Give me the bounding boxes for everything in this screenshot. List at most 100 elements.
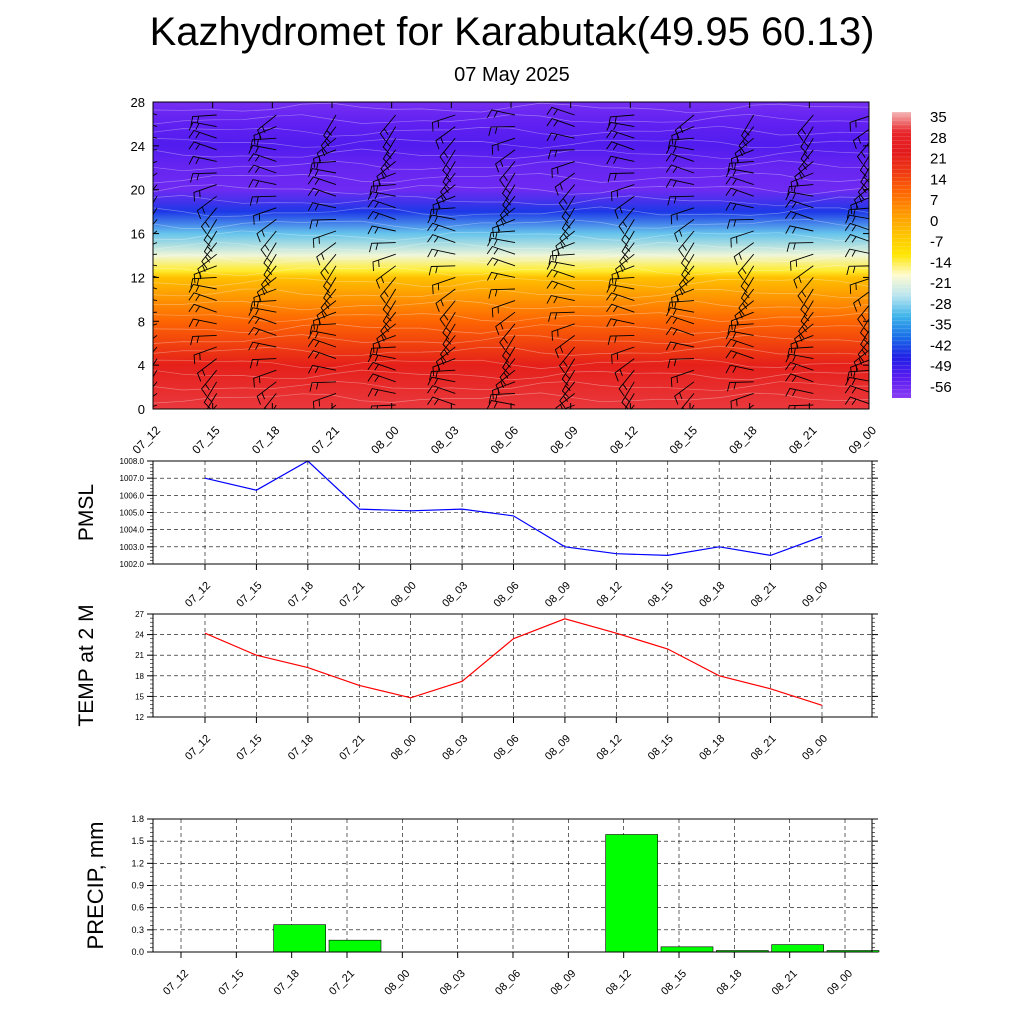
heatmap-x-tick-label: 08_00 (368, 423, 402, 457)
wind-barb (562, 404, 575, 409)
wind-barb (307, 350, 337, 360)
wind-barb (725, 364, 754, 374)
wind-barb (197, 253, 217, 278)
wind-barb (790, 253, 814, 271)
wind-barb (190, 276, 217, 288)
wind-barb (797, 114, 814, 142)
isotherm-line (153, 184, 869, 195)
wind-barb (486, 245, 516, 255)
x-tick-label: 08_09 (548, 968, 578, 998)
wind-barb (253, 207, 277, 225)
wind-barb (309, 381, 337, 392)
wind-barb (375, 265, 396, 289)
wind-barb (846, 370, 869, 381)
wind-barb (188, 129, 217, 139)
wind-barb (726, 218, 754, 229)
isotherm-line (153, 392, 869, 404)
wind-barb (734, 300, 754, 325)
x-tick-label: 08_15 (646, 733, 676, 763)
wind-barb (665, 164, 695, 174)
wind-barb (727, 381, 754, 392)
wind-barb (200, 207, 218, 234)
wind-barb (382, 288, 397, 317)
y-tick-label: 0.9 (131, 881, 144, 891)
wind-barb (263, 253, 277, 282)
wind-barb (611, 346, 635, 364)
wind-barb (429, 369, 456, 381)
heatmap-x-tick-label: 08_06 (488, 423, 522, 457)
wind-barb (487, 237, 516, 247)
wind-barb (665, 315, 695, 325)
x-tick-label: 08_06 (492, 580, 522, 610)
wind-barb (439, 335, 456, 362)
wind-barb (857, 339, 869, 362)
wind-barb (785, 353, 814, 363)
y-tick-label: 0.6 (131, 903, 144, 913)
wind-barb (502, 184, 516, 213)
wind-barb (606, 303, 635, 313)
wind-barb (188, 155, 217, 165)
wind-barb (844, 385, 869, 394)
wind-barb (367, 191, 396, 201)
wind-barb (491, 137, 516, 155)
wind-barb (263, 242, 277, 271)
wind-barb (665, 341, 695, 351)
wind-barb (248, 307, 277, 316)
y-tick-label: 1006.0 (120, 491, 145, 500)
wind-barb (561, 358, 576, 387)
heatmap-x-tick-label: 07_21 (309, 423, 343, 457)
wind-barb (787, 346, 814, 358)
x-tick-label: 08_00 (389, 733, 419, 763)
heatmap-x-tick-label: 07_18 (249, 423, 283, 457)
wind-barb (367, 225, 396, 235)
x-tick-label: 08_21 (770, 968, 800, 998)
wind-barb (547, 149, 575, 160)
wind-barb (846, 265, 869, 276)
wind-barb (201, 369, 218, 397)
wind-barb (380, 311, 397, 339)
wind-barb (678, 265, 695, 293)
wind-barb (427, 396, 456, 406)
heatmap-y-tick-label: 24 (131, 139, 145, 154)
wind-barb (307, 330, 337, 340)
colorbar-label: 0 (930, 213, 938, 230)
wind-barb (845, 214, 869, 224)
y-tick-label: 1002.0 (120, 560, 145, 569)
wind-barb (248, 164, 277, 174)
wind-barb (849, 115, 869, 132)
wind-barb (559, 381, 576, 409)
pmsl-panel: 1002.0 1003.0 1004.0 1005.0 1006.0 1007.0 1008… (75, 457, 878, 610)
y-axis-title: PMSL (75, 484, 98, 541)
y-tick-label: 27 (135, 610, 144, 619)
y-tick-label: 1.8 (131, 814, 144, 824)
wind-barb (248, 341, 277, 351)
wind-barb (367, 361, 396, 371)
wind-barb (488, 392, 516, 404)
wind-barb (379, 277, 397, 304)
wind-barb (260, 265, 277, 293)
x-tick-label: 07_18 (286, 733, 316, 763)
isotherm-line (153, 345, 869, 357)
wind-barb (307, 176, 337, 186)
wind-barb (323, 114, 337, 143)
wind-barb (608, 276, 635, 288)
x-tick-label: 08_03 (438, 968, 468, 998)
wind-barb (495, 369, 516, 394)
wind-barb (307, 202, 337, 212)
wind-barb (725, 202, 754, 211)
wind-barb (621, 381, 635, 409)
wind-barb (196, 195, 217, 220)
x-tick-label: 08_18 (697, 733, 727, 763)
colorbar-label: -49 (930, 358, 952, 375)
heatmap-y-tick-label: 16 (131, 227, 145, 242)
y-tick-label: 1004.0 (120, 526, 145, 535)
wind-barb (367, 210, 396, 220)
temp-panel: 12 15 18 21 24 27 07_12 07_15 07_18 07_21 08_00 08_… (75, 604, 878, 763)
precip-bar (328, 939, 382, 953)
wind-barb (256, 381, 277, 405)
isotherm-line (153, 253, 869, 264)
wind-barb (203, 230, 218, 259)
wind-barb (849, 278, 869, 294)
wind-barb (615, 253, 635, 278)
colorbar-label: -42 (930, 337, 952, 354)
